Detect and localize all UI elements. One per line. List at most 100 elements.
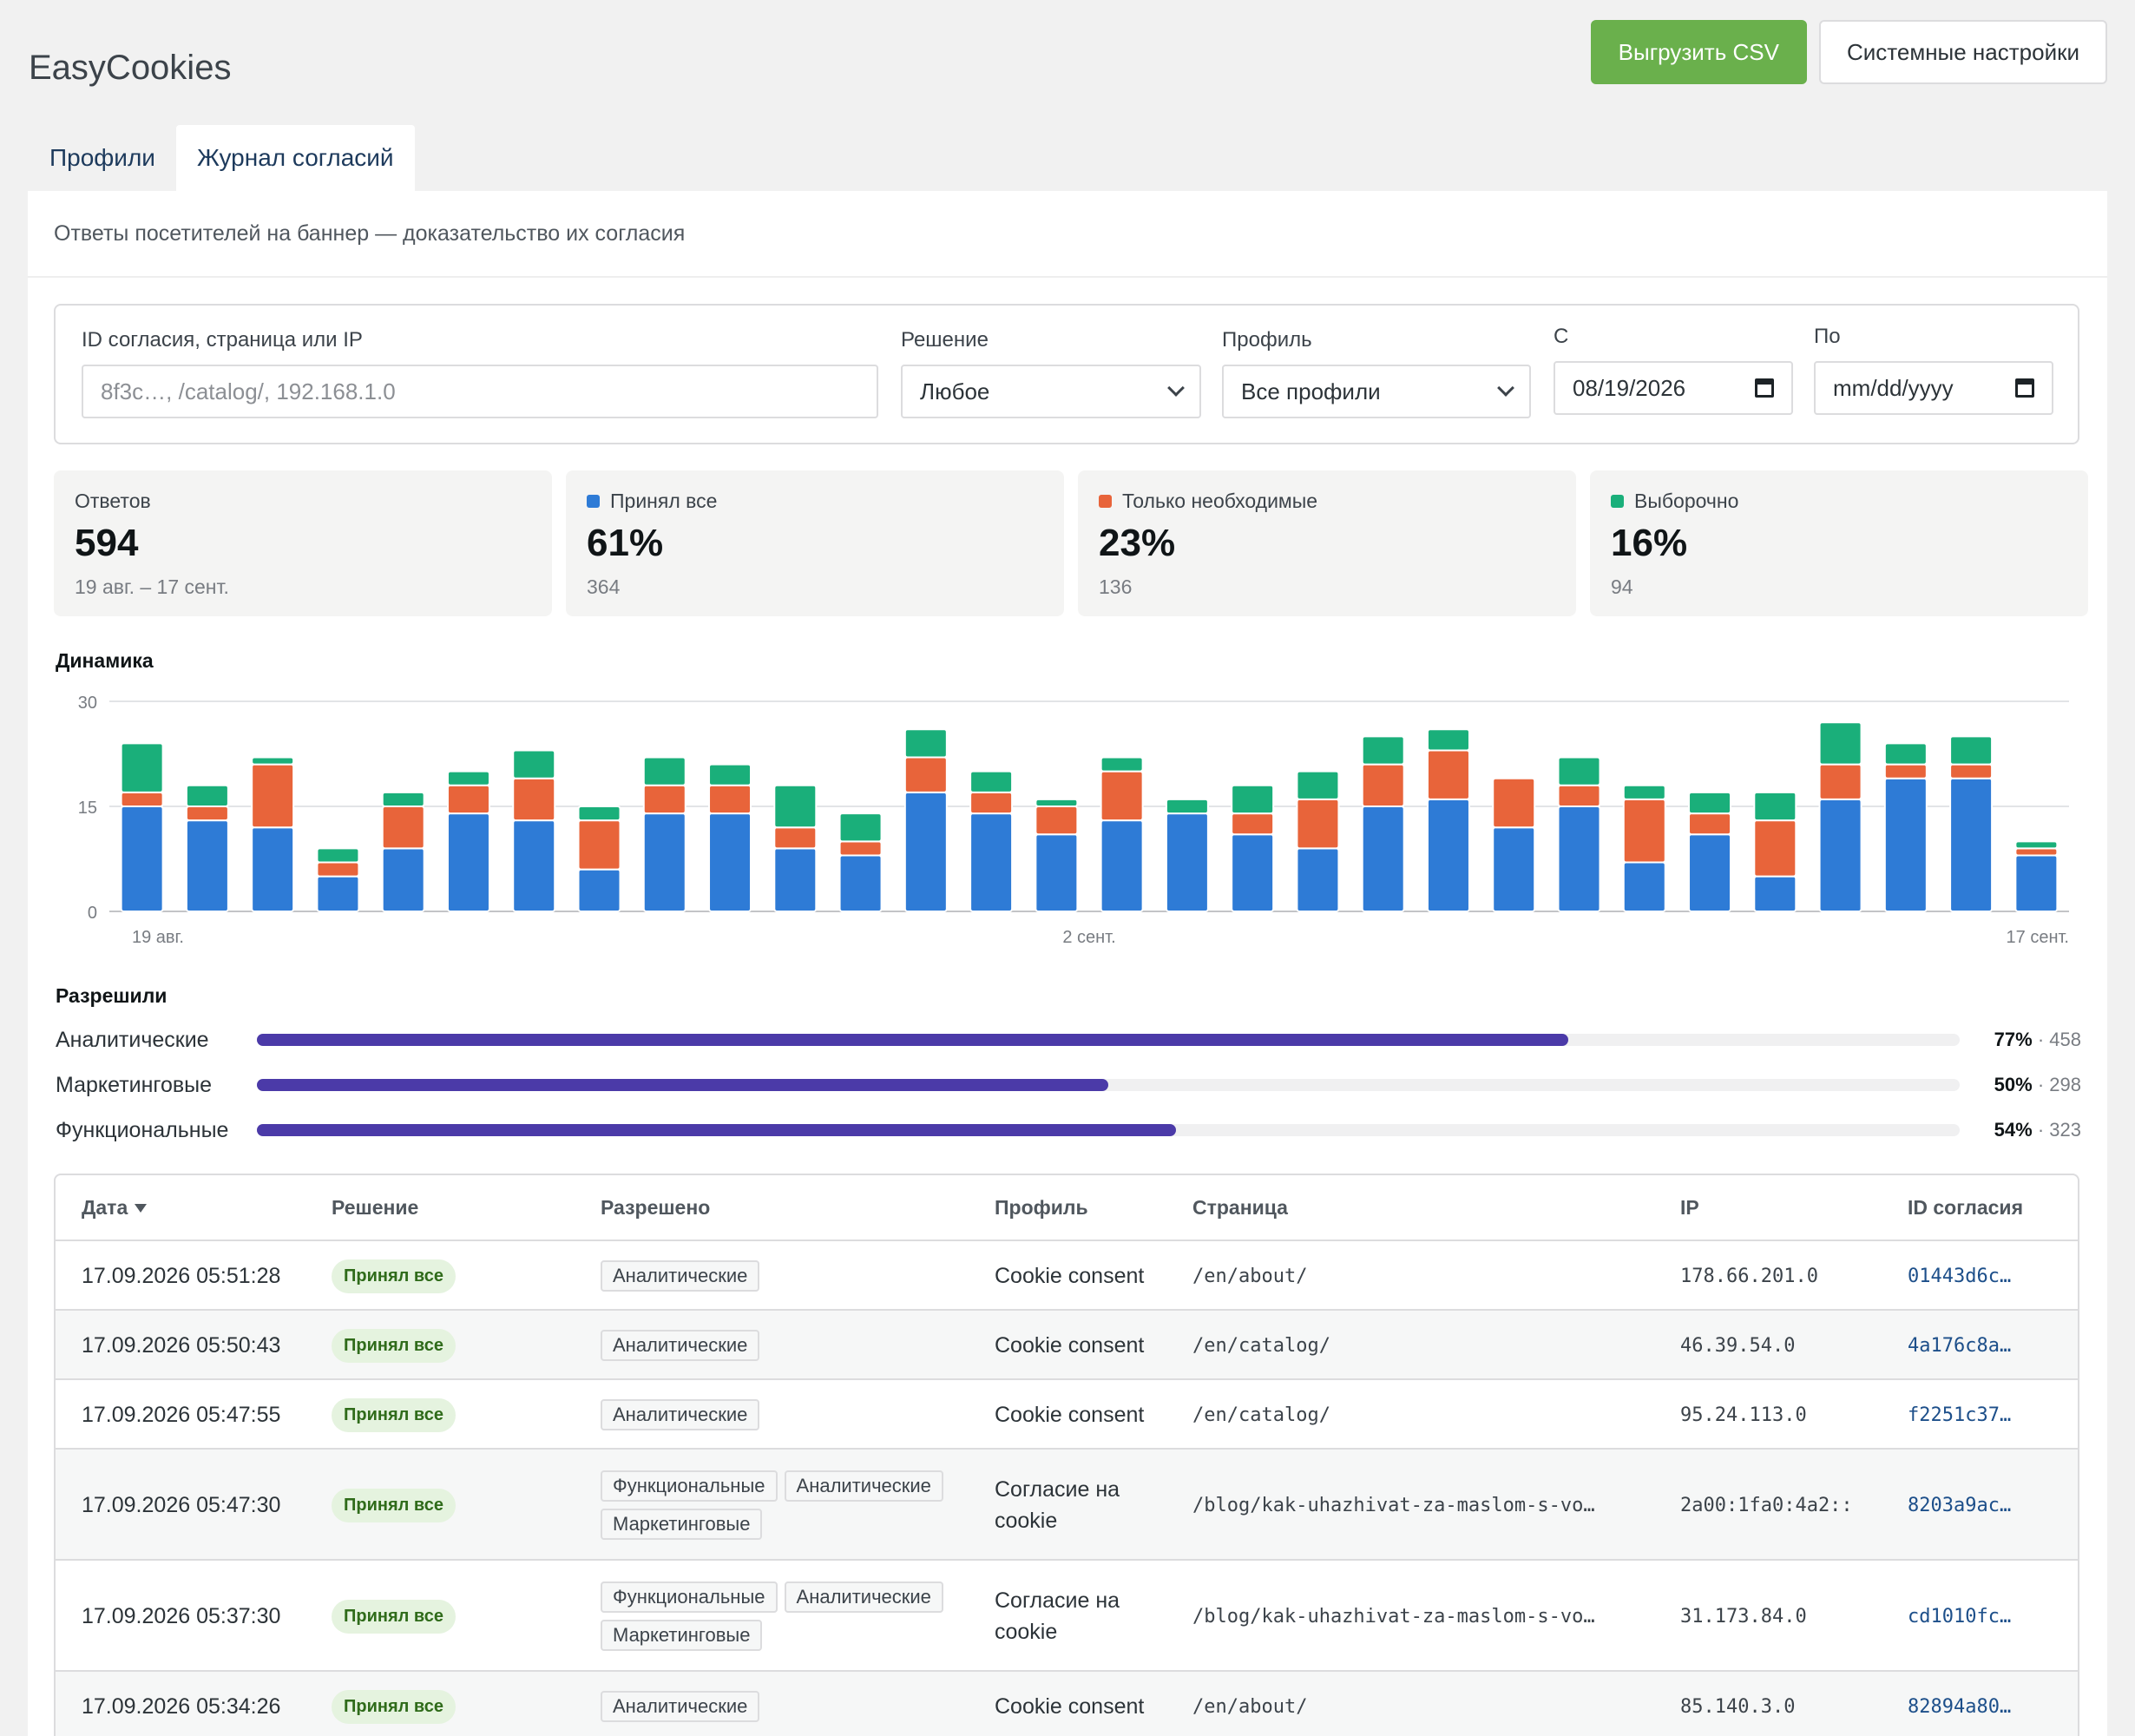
cell-consent-id[interactable]: cd1010fc… xyxy=(1908,1605,2012,1628)
column-date-header[interactable]: Дата xyxy=(82,1196,148,1220)
bar-segment xyxy=(1818,798,1862,912)
cell-consent-id[interactable]: 4a176c8a… xyxy=(1908,1334,2012,1357)
calendar-icon[interactable] xyxy=(1755,378,1774,398)
bar-segment xyxy=(838,840,883,857)
decision-filter: Решение Любое xyxy=(901,328,1201,418)
bar-segment xyxy=(446,812,490,912)
column-page-header: Страница xyxy=(1192,1196,1288,1219)
consent-table: Дата Решение Разрешено Профиль Страница … xyxy=(54,1174,2079,1736)
decision-value: Любое xyxy=(920,378,990,404)
cell-profile: Cookie consent xyxy=(995,1333,1145,1358)
bar-segment xyxy=(1753,819,1797,878)
bar-segment xyxy=(1035,798,1079,808)
calendar-icon[interactable] xyxy=(2015,378,2034,398)
bar-segment xyxy=(251,756,295,766)
search-label: ID согласия, страница или IP xyxy=(82,328,363,352)
cell-consent-id[interactable]: 01443d6c… xyxy=(1908,1265,2012,1287)
bar-segment xyxy=(969,812,1014,912)
permission-value: 50% · 298 xyxy=(1994,1074,2081,1095)
decision-label: Решение xyxy=(901,328,989,352)
stat-necessary-only: Только необходимые 23% 136 xyxy=(1078,470,1576,616)
cell-ip: 2a00:1fa0:4a2:: xyxy=(1680,1494,1853,1516)
cell-page[interactable]: /en/about/ xyxy=(1192,1695,1308,1718)
stats-row: Ответов 594 19 авг. – 17 сент. Принял вс… xyxy=(54,470,2088,616)
bar-segment xyxy=(1557,806,1601,912)
cell-page[interactable]: /en/about/ xyxy=(1192,1265,1308,1287)
system-settings-button[interactable]: Системные настройки xyxy=(1818,20,2107,84)
table-header: Дата Решение Разрешено Профиль Страница … xyxy=(56,1175,2078,1241)
cell-decision: Принял все xyxy=(332,1241,549,1311)
bar-segment xyxy=(773,826,818,850)
tabs: Профили Журнал согласий xyxy=(29,125,415,191)
cell-ip: 85.140.3.0 xyxy=(1680,1695,1796,1718)
cell-page[interactable]: /blog/kak-uhazhivat-za-maslom-s-vo… xyxy=(1192,1494,1595,1516)
bar-segment xyxy=(903,791,948,912)
bar-segment xyxy=(251,763,295,829)
cell-profile: Согласие на cookie xyxy=(995,1477,1120,1533)
permission-track xyxy=(257,1034,1960,1046)
permission-tag: Аналитические xyxy=(784,1470,943,1502)
permission-count: 458 xyxy=(2049,1029,2081,1050)
bar-segment xyxy=(1688,791,1732,815)
bar-segment xyxy=(708,763,752,786)
bar-segment xyxy=(1557,756,1601,786)
bar-segment xyxy=(1231,812,1275,836)
bar-segment xyxy=(903,728,948,759)
cell-ip: 95.24.113.0 xyxy=(1680,1404,1807,1426)
bar-segment xyxy=(708,812,752,912)
tab-profiles[interactable]: Профили xyxy=(49,144,155,171)
table-row: 17.09.2026 05:47:30 Принял все Функциональ… xyxy=(56,1450,2078,1561)
permission-row-marketing: Маркетинговые 50% · 298 xyxy=(56,1068,2081,1102)
bar-segment xyxy=(1361,735,1405,766)
bar-segment xyxy=(1883,763,1928,779)
cell-decision: Принял все xyxy=(332,1561,549,1672)
bar-segment xyxy=(773,847,818,912)
stat-sub: 94 xyxy=(1611,575,1633,598)
cell-page[interactable]: /blog/kak-uhazhivat-za-maslom-s-vo… xyxy=(1192,1605,1595,1628)
bar-segment xyxy=(1100,819,1144,912)
search-input[interactable]: 8f3c…, /catalog/, 192.168.1.0 xyxy=(82,365,878,418)
decision-badge: Принял все xyxy=(332,1397,456,1432)
tag-list: Функциональные Аналитические Маркетинговые xyxy=(601,1470,965,1540)
cell-profile: Cookie consent xyxy=(995,1694,1145,1719)
stat-label: Принял все xyxy=(610,490,718,512)
permission-label: Функциональные xyxy=(56,1117,229,1142)
bar-segment xyxy=(1361,763,1405,807)
bar-segment xyxy=(381,847,425,912)
table-row: 17.09.2026 05:37:30 Принял все Функциональ… xyxy=(56,1561,2078,1672)
bar-segment xyxy=(316,861,360,878)
tag-list: Аналитические xyxy=(601,1330,965,1361)
permission-count: 298 xyxy=(2049,1074,2081,1095)
cell-page[interactable]: /en/catalog/ xyxy=(1192,1404,1330,1426)
date-from-value: 08/19/2026 xyxy=(1573,374,1686,401)
decision-select[interactable]: Любое xyxy=(901,365,1201,418)
cell-consent-id[interactable]: f2251c37… xyxy=(1908,1404,2012,1426)
column-ip-header: IP xyxy=(1680,1196,1699,1219)
tab-consent-log[interactable]: Журнал согласий xyxy=(175,125,415,191)
profile-select[interactable]: Все профили xyxy=(1222,365,1531,418)
export-csv-button[interactable]: Выгрузить CSV xyxy=(1590,20,1807,84)
bar-segment xyxy=(512,777,556,822)
legend-square-icon xyxy=(1099,495,1112,508)
bar-segment xyxy=(512,819,556,912)
bar-segment xyxy=(1492,826,1536,912)
table-row: 17.09.2026 05:51:28 Принял все Аналитическ… xyxy=(56,1241,2078,1311)
cell-page[interactable]: /en/catalog/ xyxy=(1192,1334,1330,1357)
stat-total: Ответов 594 19 авг. – 17 сент. xyxy=(54,470,552,616)
bar-segment xyxy=(1426,798,1470,912)
bar-segment xyxy=(120,742,164,793)
date-to-label: По xyxy=(1814,325,1841,348)
permission-tag: Аналитические xyxy=(784,1581,943,1613)
bar-segment xyxy=(708,784,752,815)
consent-log-panel: Ответы посетителей на баннер — доказател… xyxy=(28,191,2107,1736)
bar-segment xyxy=(1296,847,1340,912)
bar-segment xyxy=(1231,833,1275,912)
cell-consent-id[interactable]: 8203a9ac… xyxy=(1908,1494,2012,1516)
date-to-input[interactable]: mm/dd/yyyy xyxy=(1814,361,2053,415)
tag-list: Аналитические xyxy=(601,1260,965,1292)
bar-segment xyxy=(1361,806,1405,912)
date-from-input[interactable]: 08/19/2026 xyxy=(1554,361,1793,415)
cell-consent-id[interactable]: 82894a80… xyxy=(1908,1695,2012,1718)
chevron-down-icon xyxy=(1497,379,1514,397)
cell-allowed: Функциональные Аналитические Маркетинговые xyxy=(601,1561,982,1672)
